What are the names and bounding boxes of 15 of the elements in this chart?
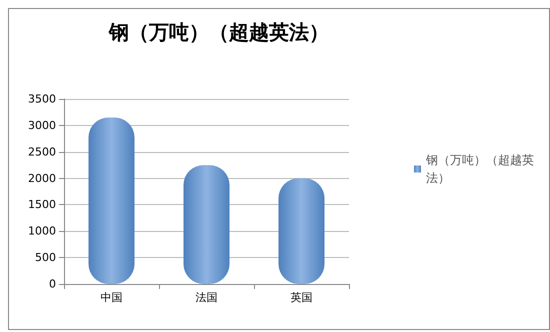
y-tick-label: 3500 <box>28 92 56 106</box>
x-tick-label: 法国 <box>196 291 218 304</box>
bar <box>184 165 230 284</box>
y-tick-label: 0 <box>49 278 56 290</box>
y-tick-label: 3000 <box>28 118 56 132</box>
y-tick-label: 2500 <box>28 145 56 158</box>
legend-label: 钢（万吨）（超越英法） <box>425 153 534 185</box>
chart-title: 钢（万吨）（超越英法） <box>108 20 329 44</box>
y-tick-label: 1500 <box>28 198 56 212</box>
x-tick-label: 中国 <box>100 291 122 304</box>
bar <box>88 118 134 284</box>
y-tick-label: 2000 <box>28 172 56 185</box>
y-tick-label: 500 <box>35 251 56 264</box>
x-tick-label: 英国 <box>290 291 312 304</box>
y-tick-label: 1000 <box>28 224 56 238</box>
